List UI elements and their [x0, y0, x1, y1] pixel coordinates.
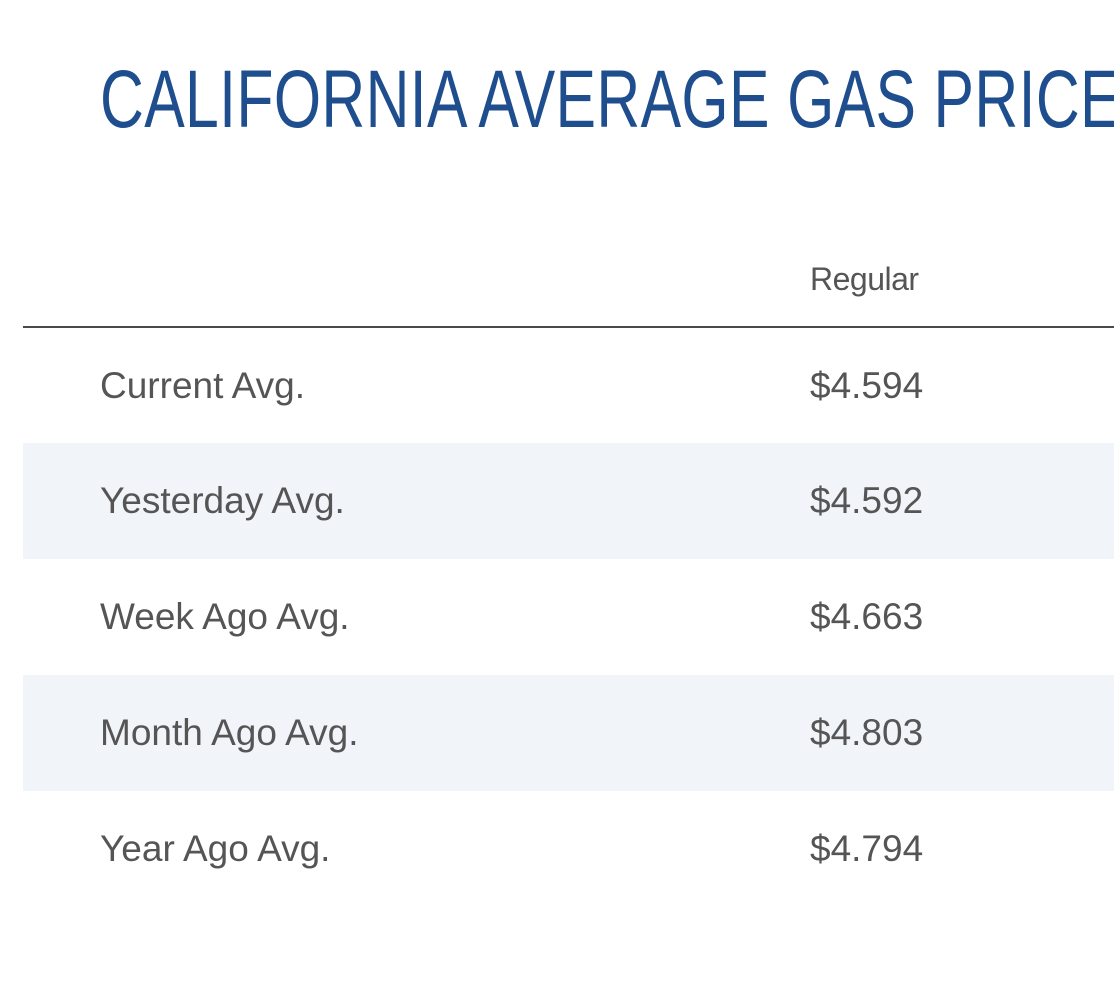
- table-row-yesterday: Yesterday Avg. $4.592: [23, 443, 1114, 559]
- regular-price: $4.663: [810, 596, 924, 637]
- row-label: Yesterday Avg.: [100, 480, 345, 521]
- table-row-current: Current Avg. $4.594: [23, 327, 1114, 443]
- column-header-label: [23, 232, 810, 327]
- page-title: CALIFORNIA AVERAGE GAS PRICES: [100, 54, 1114, 145]
- gas-price-table: Regular Current Avg. $4.594 Yesterday Av…: [23, 232, 1114, 907]
- table-row-year-ago: Year Ago Avg. $4.794: [23, 791, 1114, 907]
- table-header-row: Regular: [23, 232, 1114, 327]
- regular-price: $4.803: [810, 712, 924, 753]
- row-label: Current Avg.: [100, 364, 305, 406]
- column-header-regular: Regular: [810, 260, 919, 297]
- row-label: Year Ago Avg.: [100, 828, 331, 869]
- row-label: Month Ago Avg.: [100, 712, 359, 753]
- regular-price: $4.594: [810, 364, 924, 406]
- table-row-month-ago: Month Ago Avg. $4.803: [23, 675, 1114, 791]
- regular-price: $4.592: [810, 480, 924, 521]
- regular-price: $4.794: [810, 828, 924, 869]
- row-label: Week Ago Avg.: [100, 596, 350, 637]
- table-row-week-ago: Week Ago Avg. $4.663: [23, 559, 1114, 675]
